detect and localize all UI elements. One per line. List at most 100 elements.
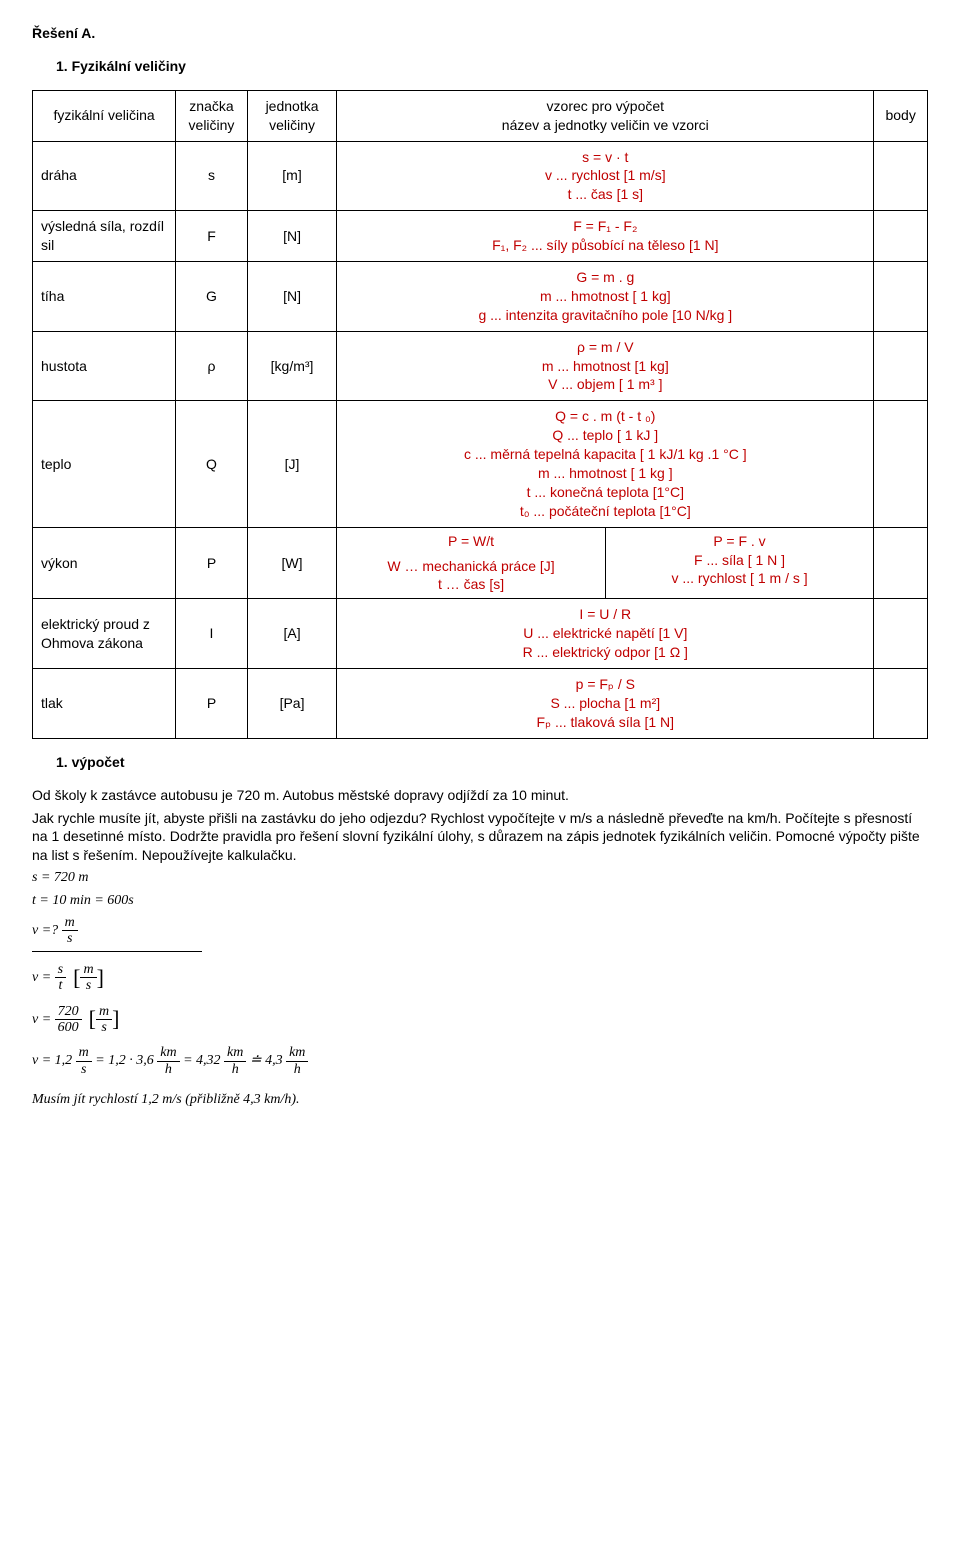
cell-sym: G: [176, 262, 248, 332]
equation-2: v = 720600 [ms]: [32, 1004, 928, 1036]
cell-unit: [m]: [247, 141, 337, 211]
formula-line: v ... rychlost [ 1 m / s ]: [612, 569, 868, 588]
cell-unit: [W]: [247, 527, 337, 599]
cell-formula: Q = c . m (t - t ₀) Q ... teplo [ 1 kJ ]…: [337, 401, 874, 527]
given-v: v =? ms: [32, 915, 928, 947]
cell-formula: p = Fₚ / S S ... plocha [1 m²] Fₚ ... tl…: [337, 669, 874, 739]
cell-sym: P: [176, 527, 248, 599]
formula-line: F₁, F₂ ... síly působící na těleso [1 N]: [345, 236, 865, 255]
formula-line: Q ... teplo [ 1 kJ ]: [345, 426, 865, 445]
row-teplo: teplo Q [J] Q = c . m (t - t ₀) Q ... te…: [33, 401, 928, 527]
header-vzorec: vzorec pro výpočet název a jednotky veli…: [337, 90, 874, 141]
formula-line: G = m . g: [345, 268, 865, 287]
section-1-num: 1.: [56, 58, 68, 74]
table-header-row: fyzikální veličina značka veličiny jedno…: [33, 90, 928, 141]
cell-name: tíha: [33, 262, 176, 332]
row-proud: elektrický proud z Ohmova zákona I [A] I…: [33, 599, 928, 669]
cell-name: hustota: [33, 331, 176, 401]
header-znacka: značka veličiny: [176, 90, 248, 141]
cell-formula: F = F₁ - F₂ F₁, F₂ ... síly působící na …: [337, 211, 874, 262]
cell-body: [874, 599, 928, 669]
section-1-heading: 1. Fyzikální veličiny: [56, 57, 928, 76]
formula-line: v ... rychlost [1 m/s]: [345, 166, 865, 185]
cell-name: tlak: [33, 669, 176, 739]
cell-formula: G = m . g m ... hmotnost [ 1 kg] g ... i…: [337, 262, 874, 332]
cell-unit: [N]: [247, 262, 337, 332]
cell-unit: [J]: [247, 401, 337, 527]
row-tiha: tíha G [N] G = m . g m ... hmotnost [ 1 …: [33, 262, 928, 332]
given-separator: [32, 951, 202, 952]
formula-line: p = Fₚ / S: [345, 675, 865, 694]
formula-line: P = W/t: [343, 532, 599, 551]
formula-line: F ... síla [ 1 N ]: [612, 551, 868, 570]
formula-line: U ... elektrické napětí [1 V]: [345, 624, 865, 643]
formula-line: S ... plocha [1 m²]: [345, 694, 865, 713]
formula-line: t … čas [s]: [343, 575, 599, 594]
formula-line: I = U / R: [345, 605, 865, 624]
cell-formula: s = v · t v ... rychlost [1 m/s] t ... č…: [337, 141, 874, 211]
row-hustota: hustota ρ [kg/m³] ρ = m / V m ... hmotno…: [33, 331, 928, 401]
cell-body: [874, 211, 928, 262]
formula-line: g ... intenzita gravitačního pole [10 N/…: [345, 306, 865, 325]
row-draha: dráha s [m] s = v · t v ... rychlost [1 …: [33, 141, 928, 211]
header-jednotka: jednotka veličiny: [247, 90, 337, 141]
formula-line: R ... elektrický odpor [1 Ω ]: [345, 643, 865, 662]
formula-line: W … mechanická práce [J]: [343, 557, 599, 576]
cell-name: výkon: [33, 527, 176, 599]
section-1-title: Fyzikální veličiny: [72, 58, 186, 74]
section-2-num: 1.: [56, 754, 68, 770]
formula-line: t ... čas [1 s]: [345, 185, 865, 204]
given-s: s = 720 m: [32, 869, 928, 888]
cell-sym: I: [176, 599, 248, 669]
cell-body: [874, 401, 928, 527]
formula-line: t₀ ... počáteční teplota [1°C]: [345, 502, 865, 521]
answer-line: Musím jít rychlostí 1,2 m/s (přibližně 4…: [32, 1091, 928, 1110]
row-tlak: tlak P [Pa] p = Fₚ / S S ... plocha [1 m…: [33, 669, 928, 739]
section-2-heading: 1. výpočet: [56, 753, 928, 772]
physics-table: fyzikální veličina značka veličiny jedno…: [32, 90, 928, 739]
formula-line: Fₚ ... tlaková síla [1 N]: [345, 713, 865, 732]
formula-line: Q = c . m (t - t ₀): [345, 407, 865, 426]
formula-line: m ... hmotnost [ 1 kg ]: [345, 464, 865, 483]
cell-name: teplo: [33, 401, 176, 527]
cell-body: [874, 527, 928, 599]
formula-line: P = F . v: [612, 532, 868, 551]
row-sila: výsledná síla, rozdíl sil F [N] F = F₁ -…: [33, 211, 928, 262]
vykon-left: P = W/t W … mechanická práce [J] t … čas…: [337, 528, 605, 599]
vykon-right: P = F . v F ... síla [ 1 N ] v ... rychl…: [605, 528, 874, 599]
given-t: t = 10 min = 600s: [32, 892, 928, 911]
cell-sym: ρ: [176, 331, 248, 401]
cell-sym: F: [176, 211, 248, 262]
cell-formula: P = W/t W … mechanická práce [J] t … čas…: [337, 527, 874, 599]
cell-body: [874, 262, 928, 332]
cell-unit: [N]: [247, 211, 337, 262]
cell-formula: I = U / R U ... elektrické napětí [1 V] …: [337, 599, 874, 669]
cell-unit: [kg/m³]: [247, 331, 337, 401]
problem-line-1: Od školy k zastávce autobusu je 720 m. A…: [32, 786, 928, 805]
cell-unit: [Pa]: [247, 669, 337, 739]
formula-line: c ... měrná tepelná kapacita [ 1 kJ/1 kg…: [345, 445, 865, 464]
cell-sym: s: [176, 141, 248, 211]
cell-body: [874, 331, 928, 401]
formula-line: m ... hmotnost [1 kg]: [345, 357, 865, 376]
cell-name: dráha: [33, 141, 176, 211]
cell-body: [874, 669, 928, 739]
equation-1: v = st [ms]: [32, 962, 928, 994]
cell-sym: Q: [176, 401, 248, 527]
cell-name: výsledná síla, rozdíl sil: [33, 211, 176, 262]
formula-line: V ... objem [ 1 m³ ]: [345, 375, 865, 394]
formula-line: t ... konečná teplota [1°C]: [345, 483, 865, 502]
header-body: body: [874, 90, 928, 141]
formula-line: s = v · t: [345, 148, 865, 167]
cell-body: [874, 141, 928, 211]
cell-unit: [A]: [247, 599, 337, 669]
cell-name: elektrický proud z Ohmova zákona: [33, 599, 176, 669]
row-vykon: výkon P [W] P = W/t W … mechanická práce…: [33, 527, 928, 599]
section-2-title: výpočet: [72, 754, 125, 770]
cell-sym: P: [176, 669, 248, 739]
page-title: Řešení A.: [32, 24, 928, 43]
formula-line: F = F₁ - F₂: [345, 217, 865, 236]
header-velicina: fyzikální veličina: [33, 90, 176, 141]
formula-line: ρ = m / V: [345, 338, 865, 357]
equation-3: v = 1,2 ms = 1,2 · 3,6 kmh = 4,32 kmh ≐ …: [32, 1045, 928, 1077]
